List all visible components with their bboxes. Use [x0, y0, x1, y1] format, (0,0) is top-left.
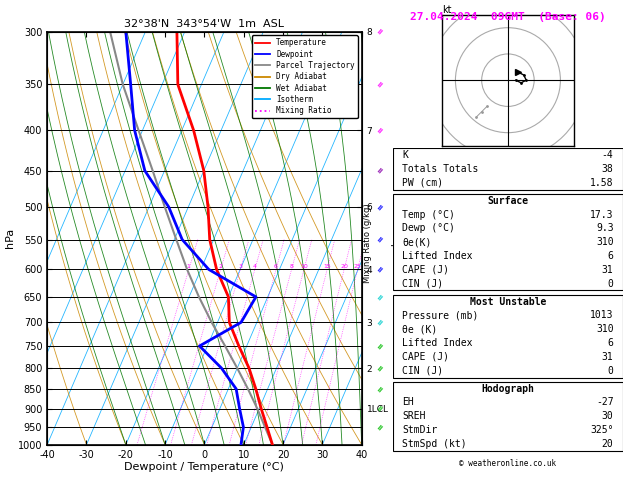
Text: 1: 1 — [187, 264, 191, 269]
Text: Hodograph: Hodograph — [481, 383, 535, 394]
Text: ≡: ≡ — [375, 264, 386, 275]
Text: θe (K): θe (K) — [403, 324, 438, 334]
Text: 20: 20 — [340, 264, 348, 269]
Text: -27: -27 — [596, 398, 613, 407]
Text: 310: 310 — [596, 237, 613, 247]
Text: θe(K): θe(K) — [403, 237, 431, 247]
Text: ≡: ≡ — [375, 363, 386, 374]
Text: 1013: 1013 — [590, 311, 613, 320]
Text: -4: -4 — [602, 150, 613, 160]
Text: SREH: SREH — [403, 411, 426, 421]
Legend: Temperature, Dewpoint, Parcel Trajectory, Dry Adiabat, Wet Adiabat, Isotherm, Mi: Temperature, Dewpoint, Parcel Trajectory… — [252, 35, 358, 118]
Text: ≡: ≡ — [375, 403, 386, 414]
Text: 9.3: 9.3 — [596, 224, 613, 233]
Text: CAPE (J): CAPE (J) — [403, 352, 449, 362]
Text: 17.3: 17.3 — [590, 209, 613, 220]
Text: StmDir: StmDir — [403, 425, 438, 435]
Text: ≡: ≡ — [375, 79, 386, 90]
Text: 310: 310 — [596, 324, 613, 334]
Text: 6: 6 — [608, 338, 613, 348]
Bar — [393, 194, 623, 291]
Text: Temp (°C): Temp (°C) — [403, 209, 455, 220]
Text: CIN (J): CIN (J) — [403, 278, 443, 289]
Text: CAPE (J): CAPE (J) — [403, 265, 449, 275]
Text: kt: kt — [442, 4, 452, 15]
Bar — [393, 295, 623, 378]
Text: StmSpd (kt): StmSpd (kt) — [403, 439, 467, 449]
Text: 325°: 325° — [590, 425, 613, 435]
Text: Surface: Surface — [487, 196, 528, 206]
Text: 27.04.2024  09GMT  (Base: 06): 27.04.2024 09GMT (Base: 06) — [410, 12, 606, 22]
Text: ≡: ≡ — [375, 421, 386, 433]
Text: ≡: ≡ — [375, 317, 386, 328]
Text: ≡: ≡ — [375, 26, 386, 37]
Text: 25: 25 — [353, 264, 362, 269]
Text: ≡: ≡ — [375, 201, 386, 212]
Text: PW (cm): PW (cm) — [403, 178, 443, 188]
Text: ≡: ≡ — [375, 383, 386, 395]
Text: Dewp (°C): Dewp (°C) — [403, 224, 455, 233]
Text: 2: 2 — [218, 264, 223, 269]
Text: 31: 31 — [602, 265, 613, 275]
Text: CIN (J): CIN (J) — [403, 365, 443, 376]
Text: 8: 8 — [289, 264, 293, 269]
Text: © weatheronline.co.uk: © weatheronline.co.uk — [459, 459, 557, 468]
Text: Lifted Index: Lifted Index — [403, 338, 473, 348]
Text: Lifted Index: Lifted Index — [403, 251, 473, 261]
Text: 0: 0 — [608, 278, 613, 289]
Text: 20: 20 — [602, 439, 613, 449]
Text: ≡: ≡ — [375, 340, 386, 351]
Text: 10: 10 — [300, 264, 308, 269]
Y-axis label: hPa: hPa — [5, 228, 15, 248]
Text: Mixing Ratio (g/kg): Mixing Ratio (g/kg) — [364, 203, 372, 283]
Text: 4: 4 — [253, 264, 257, 269]
Text: Totals Totals: Totals Totals — [403, 164, 479, 174]
Text: 31: 31 — [602, 352, 613, 362]
Text: 6: 6 — [608, 251, 613, 261]
Bar — [393, 382, 623, 451]
Y-axis label: km
ASL: km ASL — [391, 229, 413, 247]
Bar — [393, 148, 623, 190]
Text: ≡: ≡ — [375, 125, 386, 136]
X-axis label: Dewpoint / Temperature (°C): Dewpoint / Temperature (°C) — [125, 462, 284, 472]
Text: 3: 3 — [238, 264, 242, 269]
Text: K: K — [403, 150, 408, 160]
Text: Pressure (mb): Pressure (mb) — [403, 311, 479, 320]
Text: 0: 0 — [608, 365, 613, 376]
Title: 32°38'N  343°54'W  1m  ASL: 32°38'N 343°54'W 1m ASL — [125, 19, 284, 30]
Text: 30: 30 — [602, 411, 613, 421]
Text: EH: EH — [403, 398, 414, 407]
Text: ≡: ≡ — [375, 291, 386, 302]
Text: 15: 15 — [323, 264, 331, 269]
Text: 6: 6 — [274, 264, 278, 269]
Text: Most Unstable: Most Unstable — [470, 296, 546, 307]
Text: 1.58: 1.58 — [590, 178, 613, 188]
Text: 38: 38 — [602, 164, 613, 174]
Text: ≡: ≡ — [375, 234, 386, 245]
Text: ≡: ≡ — [375, 165, 386, 176]
